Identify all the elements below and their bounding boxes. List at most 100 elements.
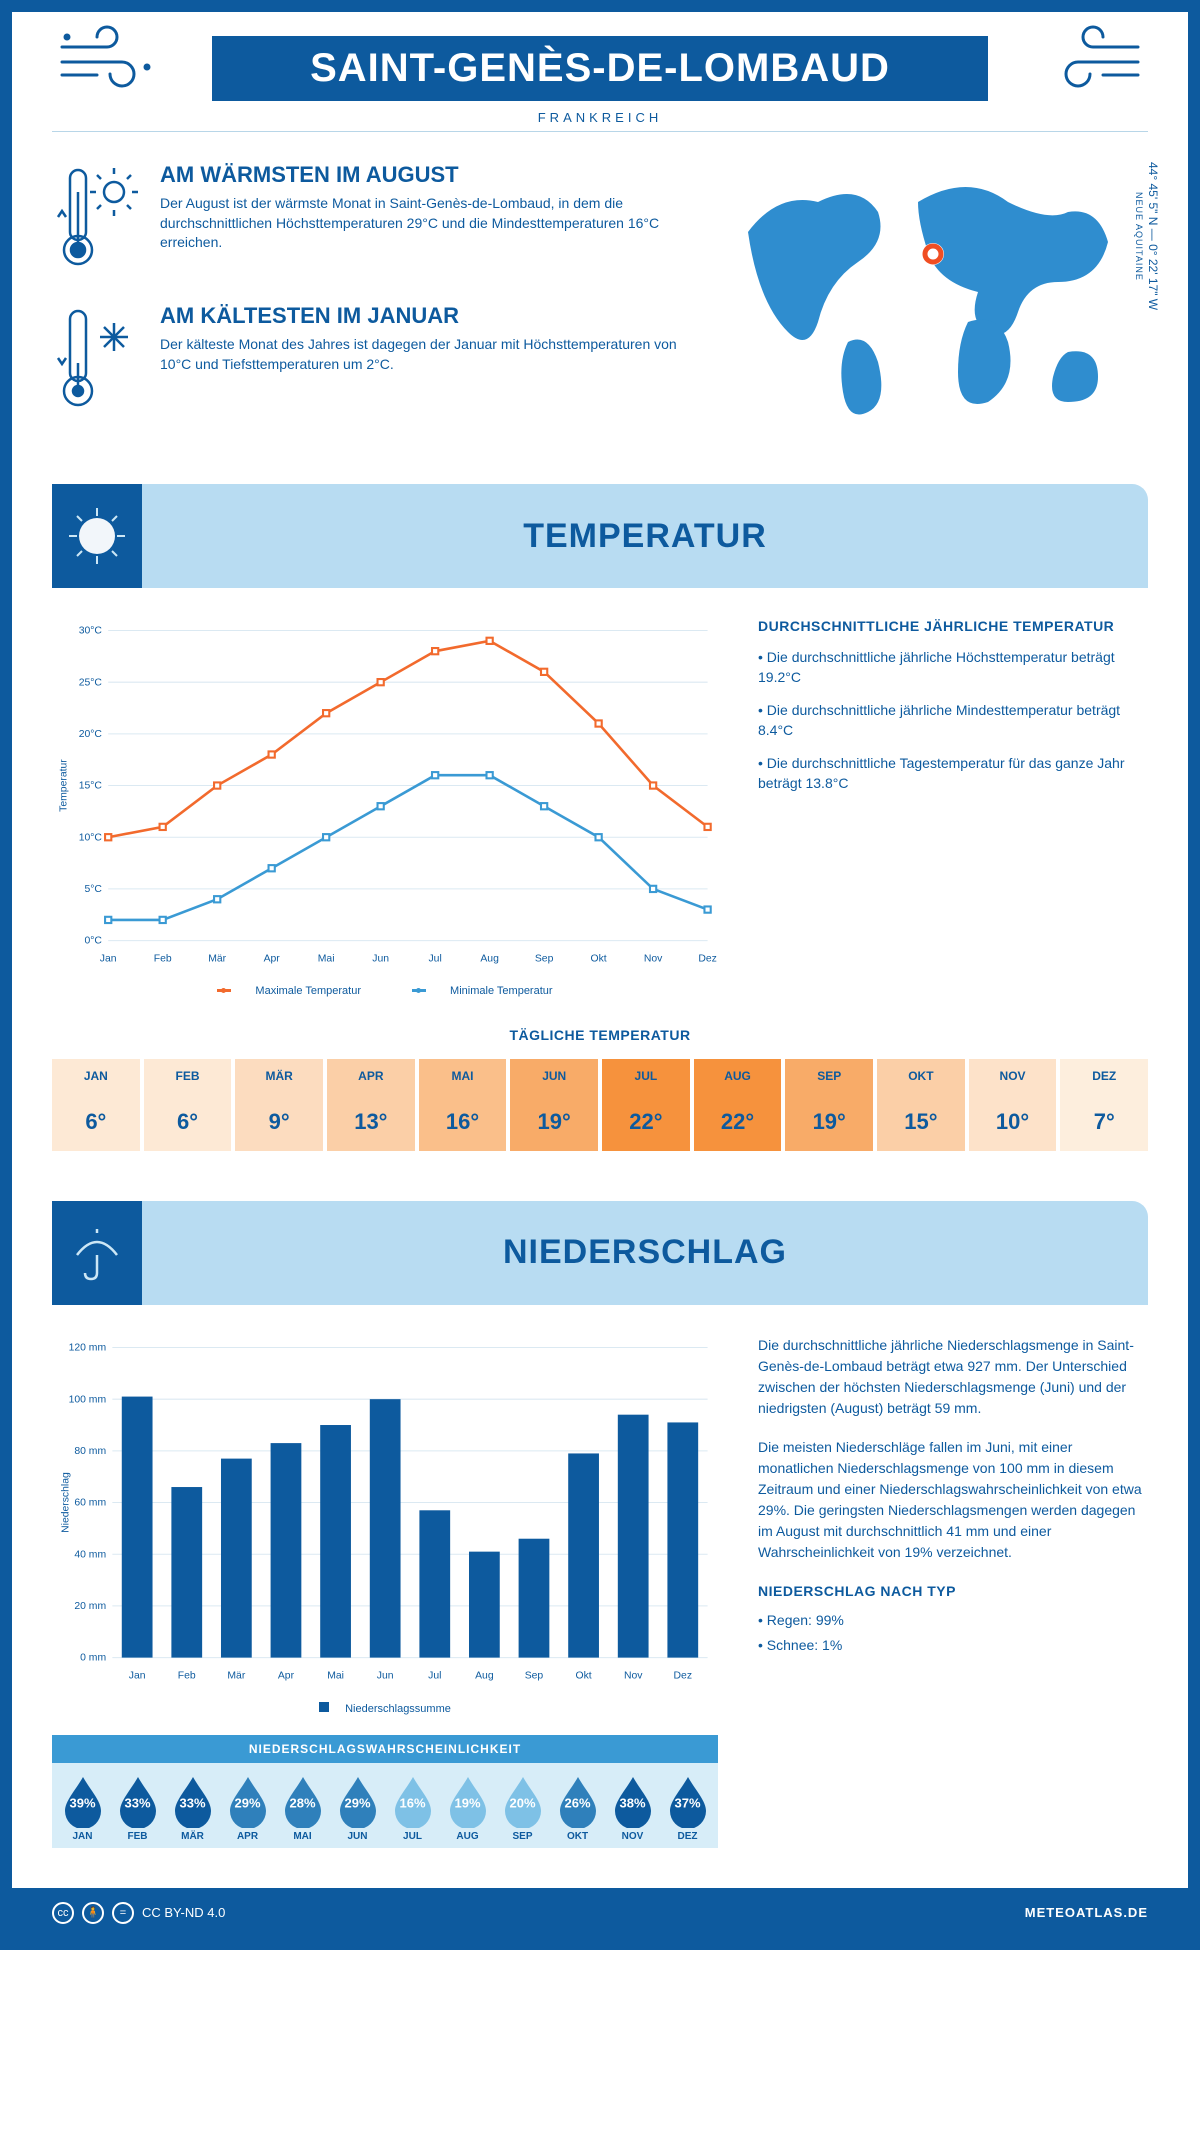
temp-cell: FEB6° xyxy=(144,1059,232,1151)
temp-bullet: • Die durchschnittliche jährliche Mindes… xyxy=(758,701,1148,740)
svg-text:Sep: Sep xyxy=(525,1670,544,1681)
temp-cell: DEZ7° xyxy=(1060,1059,1148,1151)
svg-text:20°C: 20°C xyxy=(79,729,103,740)
svg-text:Mai: Mai xyxy=(318,953,335,964)
prob-cell: 29%JUN xyxy=(331,1773,384,1842)
svg-text:Sep: Sep xyxy=(535,953,554,964)
svg-text:Apr: Apr xyxy=(264,953,281,964)
page: SAINT-GENÈS-DE-LOMBAUD FRANKREICH xyxy=(0,0,1200,1950)
svg-text:Okt: Okt xyxy=(591,953,607,964)
coordinates: 44° 45' 5" N — 0° 22' 17" W NEUE AQUITAI… xyxy=(1132,162,1160,310)
svg-text:Jul: Jul xyxy=(428,1670,441,1681)
thermometer-snow-icon xyxy=(52,303,142,418)
daily-temp-table: TÄGLICHE TEMPERATUR JAN6°FEB6°MÄR9°APR13… xyxy=(12,1027,1188,1181)
svg-text:Temperatur: Temperatur xyxy=(59,759,70,812)
fact-warm: AM WÄRMSTEN IM AUGUST Der August ist der… xyxy=(52,162,688,277)
svg-text:100 mm: 100 mm xyxy=(69,1394,107,1405)
prob-cell: 38%NOV xyxy=(606,1773,659,1842)
drop-icon: 33% xyxy=(116,1773,160,1828)
svg-text:Jun: Jun xyxy=(372,953,389,964)
section-title-precip: NIEDERSCHLAG xyxy=(142,1233,1148,1272)
temp-text-heading: DURCHSCHNITTLICHE JÄHRLICHE TEMPERATUR xyxy=(758,618,1148,634)
svg-text:Aug: Aug xyxy=(480,953,499,964)
daily-temp-heading: TÄGLICHE TEMPERATUR xyxy=(52,1027,1148,1043)
sun-icon xyxy=(52,484,142,588)
probability-strip: NIEDERSCHLAGSWAHRSCHEINLICHKEIT 39%JAN 3… xyxy=(52,1735,718,1848)
section-head-temp: TEMPERATUR xyxy=(52,484,1148,588)
svg-text:20 mm: 20 mm xyxy=(74,1601,106,1612)
fact-warm-title: AM WÄRMSTEN IM AUGUST xyxy=(160,162,688,188)
svg-text:Nov: Nov xyxy=(624,1670,643,1681)
svg-text:Jul: Jul xyxy=(428,953,441,964)
svg-text:120 mm: 120 mm xyxy=(69,1342,107,1353)
svg-text:Jan: Jan xyxy=(100,953,117,964)
svg-text:Niederschlag: Niederschlag xyxy=(61,1472,72,1533)
precip-para2: Die meisten Niederschläge fallen im Juni… xyxy=(758,1437,1148,1563)
temp-cell: JUL22° xyxy=(602,1059,690,1151)
country-label: FRANKREICH xyxy=(52,110,1148,132)
temp-cell: SEP19° xyxy=(785,1059,873,1151)
fact-cold-title: AM KÄLTESTEN IM JANUAR xyxy=(160,303,688,329)
svg-text:15°C: 15°C xyxy=(79,781,103,792)
prob-cell: 39%JAN xyxy=(56,1773,109,1842)
svg-text:40 mm: 40 mm xyxy=(74,1549,106,1560)
svg-text:Feb: Feb xyxy=(178,1670,196,1681)
prob-cell: 29%APR xyxy=(221,1773,274,1842)
license-block: cc 🧍 = CC BY-ND 4.0 xyxy=(52,1902,225,1924)
prob-heading: NIEDERSCHLAGSWAHRSCHEINLICHKEIT xyxy=(52,1735,718,1763)
prob-cell: 28%MAI xyxy=(276,1773,329,1842)
map-icon xyxy=(718,162,1148,422)
prob-cell: 19%AUG xyxy=(441,1773,494,1842)
thermometer-sun-icon xyxy=(52,162,142,277)
license-text: CC BY-ND 4.0 xyxy=(142,1905,225,1920)
svg-text:Nov: Nov xyxy=(644,953,663,964)
prob-cell: 33%FEB xyxy=(111,1773,164,1842)
section-title-temp: TEMPERATUR xyxy=(142,517,1148,556)
svg-text:80 mm: 80 mm xyxy=(74,1446,106,1457)
subtitle: FRANKREICH xyxy=(12,109,1188,132)
temp-cell: JAN6° xyxy=(52,1059,140,1151)
prob-cell: 20%SEP xyxy=(496,1773,549,1842)
drop-icon: 26% xyxy=(556,1773,600,1828)
drop-icon: 29% xyxy=(336,1773,380,1828)
svg-text:Jan: Jan xyxy=(129,1670,146,1681)
svg-text:Dez: Dez xyxy=(698,953,716,964)
world-map: 44° 45' 5" N — 0° 22' 17" W NEUE AQUITAI… xyxy=(718,162,1148,444)
svg-text:Mär: Mär xyxy=(208,953,226,964)
svg-text:Aug: Aug xyxy=(475,1670,494,1681)
nd-icon: = xyxy=(112,1902,134,1924)
svg-text:Jun: Jun xyxy=(377,1670,394,1681)
svg-text:Apr: Apr xyxy=(278,1670,295,1681)
header: SAINT-GENÈS-DE-LOMBAUD xyxy=(12,12,1188,101)
title-band: SAINT-GENÈS-DE-LOMBAUD xyxy=(212,36,988,101)
prob-cell: 26%OKT xyxy=(551,1773,604,1842)
precip-type-line: • Schnee: 1% xyxy=(758,1635,1148,1656)
svg-text:Feb: Feb xyxy=(154,953,172,964)
precip-para1: Die durchschnittliche jährliche Niedersc… xyxy=(758,1335,1148,1419)
temp-text-block: DURCHSCHNITTLICHE JÄHRLICHE TEMPERATUR •… xyxy=(758,618,1148,997)
svg-text:10°C: 10°C xyxy=(79,832,103,843)
svg-text:Mär: Mär xyxy=(227,1670,245,1681)
precipitation-bar-chart: 0 mm20 mm40 mm60 mm80 mm100 mm120 mmJanF… xyxy=(52,1335,718,1848)
svg-text:0 mm: 0 mm xyxy=(80,1653,106,1664)
precip-text-block: Die durchschnittliche jährliche Niedersc… xyxy=(758,1335,1148,1848)
by-icon: 🧍 xyxy=(82,1902,104,1924)
cc-icon: cc xyxy=(52,1902,74,1924)
site-name: METEOATLAS.DE xyxy=(1025,1905,1148,1920)
temp-legend: Maximale Temperatur Minimale Temperatur xyxy=(52,985,718,997)
drop-icon: 29% xyxy=(226,1773,270,1828)
temp-cell: MAI16° xyxy=(419,1059,507,1151)
temp-cell: MÄR9° xyxy=(235,1059,323,1151)
precip-type-line: • Regen: 99% xyxy=(758,1610,1148,1631)
drop-icon: 16% xyxy=(391,1773,435,1828)
temperature-line-chart: 0°C5°C10°C15°C20°C25°C30°CJanFebMärAprMa… xyxy=(52,618,718,997)
svg-text:Mai: Mai xyxy=(327,1670,344,1681)
svg-text:0°C: 0°C xyxy=(84,936,102,947)
temp-bullet: • Die durchschnittliche jährliche Höchst… xyxy=(758,648,1148,687)
temp-bullet: • Die durchschnittliche Tagestemperatur … xyxy=(758,754,1148,793)
temp-cell: APR13° xyxy=(327,1059,415,1151)
wind-icon xyxy=(52,17,172,97)
drop-icon: 20% xyxy=(501,1773,545,1828)
drop-icon: 19% xyxy=(446,1773,490,1828)
svg-text:Dez: Dez xyxy=(674,1670,692,1681)
